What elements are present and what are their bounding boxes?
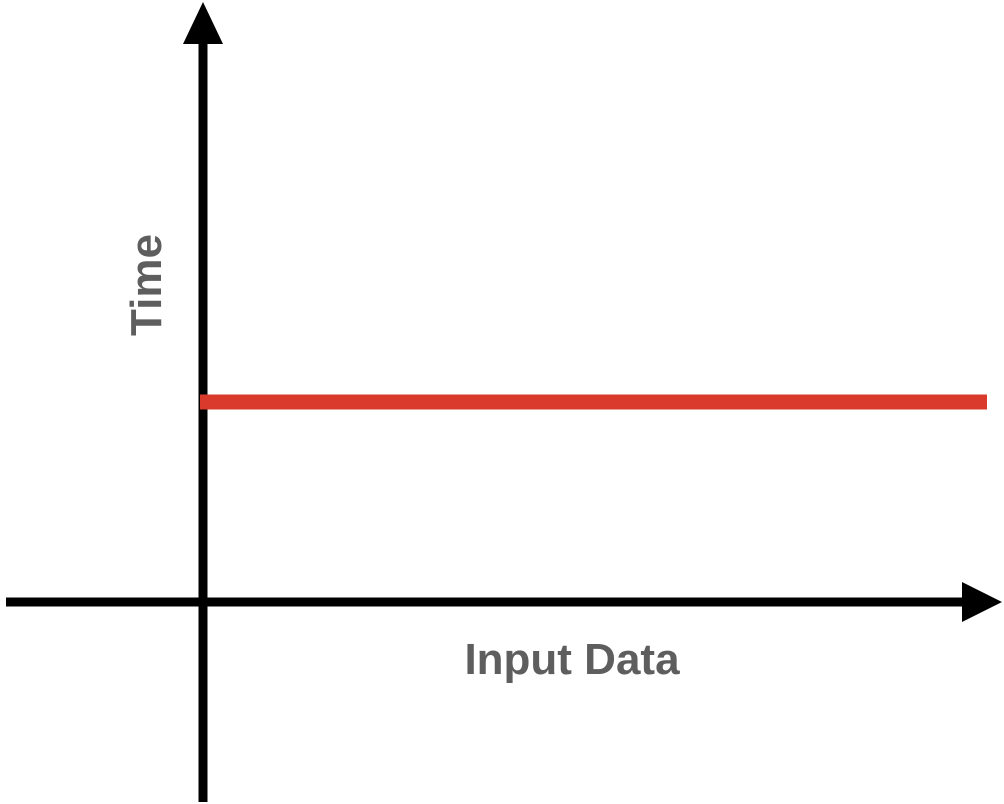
y-axis-arrow-icon <box>183 2 223 44</box>
x-axis-arrow-icon <box>962 582 1002 622</box>
x-axis-label: Input Data <box>464 635 680 684</box>
y-axis-label: Time <box>122 234 171 336</box>
axes <box>6 2 1002 802</box>
